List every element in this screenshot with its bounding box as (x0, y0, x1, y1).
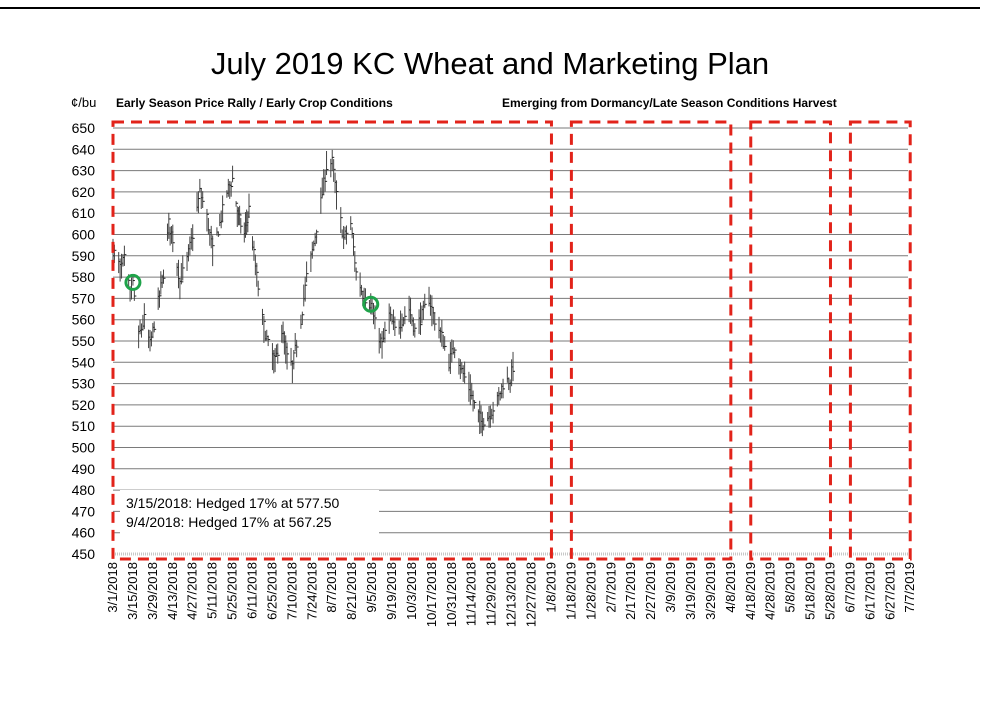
x-tick-label: 3/19/2019 (683, 562, 698, 620)
x-tick-label: 5/11/2018 (205, 562, 220, 619)
x-tick-label: 2/17/2019 (623, 562, 638, 620)
y-tick-label: 480 (72, 482, 96, 498)
x-tick-label: 4/28/2019 (763, 562, 778, 620)
x-tick-label: 2/7/2019 (603, 562, 618, 613)
top-rule (0, 7, 980, 9)
y-tick-label: 600 (72, 227, 96, 243)
phase-label: Early Season Price Rally / Early Crop Co… (116, 96, 393, 110)
y-tick-label: 500 (72, 440, 96, 456)
x-tick-label: 11/29/2018 (484, 562, 499, 626)
phase-boxes (111, 120, 912, 561)
gridlines (113, 127, 908, 556)
x-tick-label: 9/5/2018 (364, 562, 379, 613)
x-tick-label: 6/7/2019 (842, 562, 857, 613)
y-tick-label: 560 (72, 312, 96, 328)
x-tick-label: 8/21/2018 (344, 562, 359, 620)
y-tick-label: 590 (72, 248, 96, 264)
x-tick-label: 3/29/2018 (145, 562, 160, 620)
x-tick-label: 6/11/2018 (245, 562, 260, 619)
x-tick-label: 9/19/2018 (384, 562, 399, 620)
x-tick-label: 1/8/2019 (543, 562, 558, 613)
y-tick-label: 490 (72, 461, 96, 477)
x-tick-label: 1/18/2019 (563, 562, 578, 620)
phase-box (749, 120, 832, 561)
y-tick-label: 630 (72, 163, 96, 179)
x-tick-label: 7/24/2018 (304, 562, 319, 620)
x-tick-label: 10/31/2018 (444, 562, 459, 627)
x-tick-label: 5/8/2019 (783, 562, 798, 613)
y-tick-label: 620 (72, 184, 96, 200)
x-axis-ticks: 3/1/2018 3/15/2018 3/29/2018 4/13/2018 4/27/… (105, 562, 917, 627)
x-tick-label: 5/28/2019 (822, 562, 837, 620)
y-tick-label: 540 (72, 354, 96, 370)
y-axis-ticks: 650 640 630 620 610 600 590 580 570 560 550 540 530 5… (72, 120, 96, 562)
x-tick-label: 3/9/2019 (663, 562, 678, 613)
y-tick-label: 550 (72, 333, 96, 349)
x-tick-label: 1/28/2019 (583, 562, 598, 620)
phase-label: Emerging from Dormancy/Late Season Condi… (502, 96, 837, 110)
x-tick-label: 6/17/2019 (862, 562, 877, 620)
hedge-note: 3/15/2018: Hedged 17% at 577.50 (126, 495, 340, 511)
x-tick-label: 4/27/2018 (185, 562, 200, 620)
x-tick-label: 10/17/2018 (424, 562, 439, 627)
y-tick-label: 610 (72, 205, 96, 221)
hedge-note: 9/4/2018: Hedged 17% at 567.25 (126, 514, 332, 530)
y-tick-label: 510 (72, 418, 96, 434)
x-tick-label: 6/25/2018 (264, 562, 279, 620)
y-tick-label: 530 (72, 376, 96, 392)
x-tick-label: 3/1/2018 (105, 562, 120, 613)
chart-title: July 2019 KC Wheat and Marketing Plan (210, 46, 770, 81)
phase-box (848, 120, 912, 561)
x-tick-label: 6/27/2019 (882, 562, 897, 620)
y-tick-label: 580 (72, 269, 96, 285)
annotation-box (120, 490, 379, 540)
x-tick-label: 5/25/2018 (225, 562, 240, 620)
x-tick-label: 11/14/2018 (464, 562, 479, 626)
y-tick-label: 570 (72, 290, 96, 306)
y-tick-label: 460 (72, 525, 96, 541)
annotation-notes: 3/15/2018: Hedged 17% at 577.50 9/4/2018:… (126, 495, 340, 530)
x-tick-label: 10/3/2018 (404, 562, 419, 620)
hedge-marker (124, 273, 142, 291)
x-tick-label: 8/7/2018 (324, 562, 339, 613)
y-tick-label: 520 (72, 397, 96, 413)
hedge-marker (362, 295, 380, 313)
x-tick-label: 12/27/2018 (524, 562, 539, 627)
x-tick-label: 7/10/2018 (284, 562, 299, 620)
y-tick-label: 650 (72, 120, 96, 136)
x-tick-label: 2/27/2019 (643, 562, 658, 620)
y-tick-label: 640 (72, 141, 96, 157)
price-bars (112, 149, 516, 437)
x-tick-label: 3/15/2018 (125, 562, 140, 620)
x-tick-label: 12/13/2018 (504, 562, 519, 627)
y-tick-label: 450 (72, 546, 96, 562)
x-tick-label: 3/29/2019 (703, 562, 718, 620)
x-tick-label: 5/18/2019 (803, 562, 818, 620)
x-tick-label: 4/8/2019 (723, 562, 738, 613)
phase-box (569, 120, 733, 561)
x-tick-label: 7/7/2019 (902, 562, 917, 613)
x-tick-label: 4/18/2019 (743, 562, 758, 620)
chart-labels: ¢/bu Early Season Price Rally / Early Cro… (71, 95, 837, 110)
y-axis-unit: ¢/bu (71, 95, 96, 110)
y-tick-label: 470 (72, 503, 96, 519)
hedge-markers (124, 273, 380, 313)
phase-box (111, 120, 553, 561)
x-tick-label: 4/13/2018 (165, 562, 180, 620)
